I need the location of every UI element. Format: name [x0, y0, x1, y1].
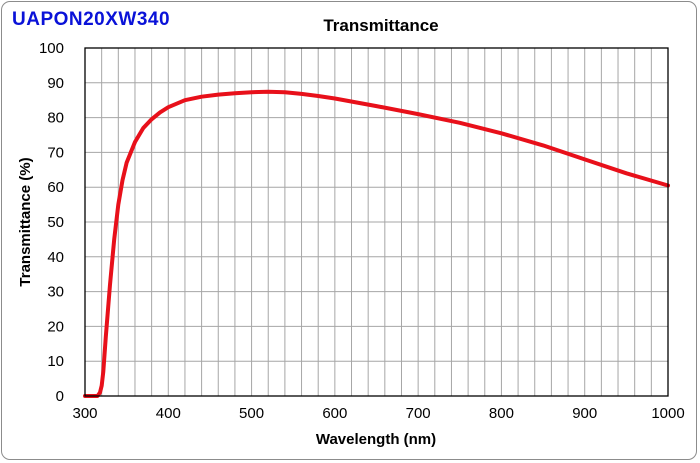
y-tick-label: 40 — [47, 249, 64, 266]
y-tick-label: 10 — [47, 353, 64, 370]
x-axis-label: Wavelength (nm) — [316, 431, 436, 448]
x-tick-label: 400 — [156, 405, 181, 422]
x-tick-label: 800 — [489, 405, 514, 422]
x-tick-label: 1000 — [651, 405, 684, 422]
y-tick-label: 100 — [39, 40, 64, 57]
y-tick-label: 0 — [56, 388, 64, 405]
plot-area-border — [84, 47, 669, 397]
y-axis-label: Transmittance (%) — [17, 157, 34, 286]
tick-labels: 300 400 500 600 700 800 900 1000 0 10 20 30 40 50 60 70… — [39, 40, 685, 422]
y-tick-label: 60 — [47, 179, 64, 196]
product-name: UAPON20XW340 — [12, 9, 171, 30]
x-tick-label: 500 — [239, 405, 264, 422]
series-line-uapon20xw340 — [83, 89, 670, 398]
x-tick-label: 900 — [572, 405, 597, 422]
grid-lines — [85, 48, 668, 396]
x-tick-label: 300 — [72, 405, 97, 422]
x-tick-label: 700 — [406, 405, 431, 422]
y-tick-label: 50 — [47, 214, 64, 231]
y-tick-label: 80 — [47, 110, 64, 127]
chart-title: Transmittance — [323, 16, 438, 35]
y-tick-label: 20 — [47, 318, 64, 335]
y-tick-label: 70 — [47, 144, 64, 161]
x-tick-label: 600 — [322, 405, 347, 422]
y-tick-label: 30 — [47, 284, 64, 301]
y-tick-label: 90 — [47, 75, 64, 92]
